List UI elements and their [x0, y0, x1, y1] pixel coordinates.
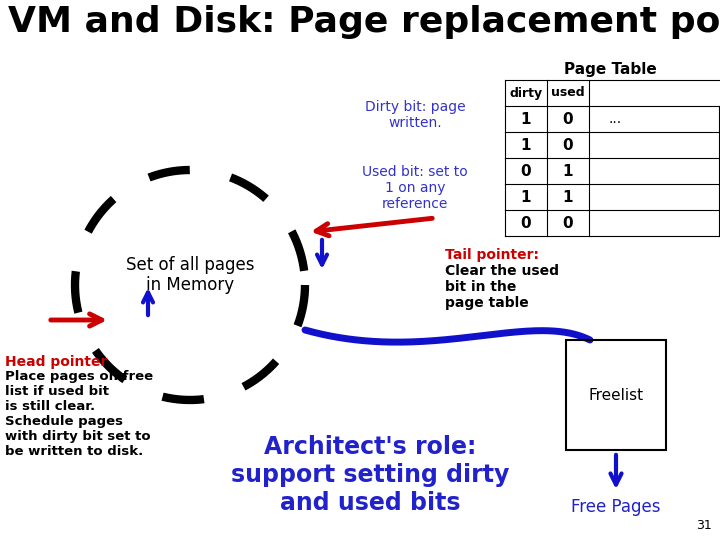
Bar [566, 340, 666, 450]
Text: Place pages on free
list if used bit
is still clear.
Schedule pages
with dirty b: Place pages on free list if used bit is … [5, 370, 153, 458]
Text: Used bit: set to
1 on any
reference: Used bit: set to 1 on any reference [362, 165, 468, 211]
Text: Set of all pages
in Memory: Set of all pages in Memory [126, 255, 254, 294]
Text: 31: 31 [696, 519, 712, 532]
Text: used: used [552, 86, 585, 99]
Text: 0: 0 [521, 215, 531, 231]
Text: 1: 1 [563, 190, 573, 205]
Text: Freelist: Freelist [588, 388, 644, 402]
Text: 0: 0 [563, 138, 573, 152]
Text: Architect's role:
support setting dirty
and used bits: Architect's role: support setting dirty … [231, 435, 509, 515]
Text: VM and Disk: Page replacement policy: VM and Disk: Page replacement policy [8, 5, 720, 39]
Text: ...: ... [609, 112, 622, 126]
Text: Dirty bit: page
written.: Dirty bit: page written. [365, 100, 465, 130]
Text: Head pointer: Head pointer [5, 355, 107, 369]
Text: Free Pages: Free Pages [571, 498, 661, 516]
Text: Page Table: Page Table [564, 62, 657, 77]
Text: Tail pointer:: Tail pointer: [445, 248, 539, 262]
Text: 1: 1 [521, 111, 531, 126]
Text: 0: 0 [563, 215, 573, 231]
Text: 0: 0 [521, 164, 531, 179]
Text: 1: 1 [563, 164, 573, 179]
Text: Clear the used
bit in the
page table: Clear the used bit in the page table [445, 264, 559, 310]
Text: dirty: dirty [510, 86, 543, 99]
Text: 1: 1 [521, 190, 531, 205]
Text: 1: 1 [521, 138, 531, 152]
Text: 0: 0 [563, 111, 573, 126]
